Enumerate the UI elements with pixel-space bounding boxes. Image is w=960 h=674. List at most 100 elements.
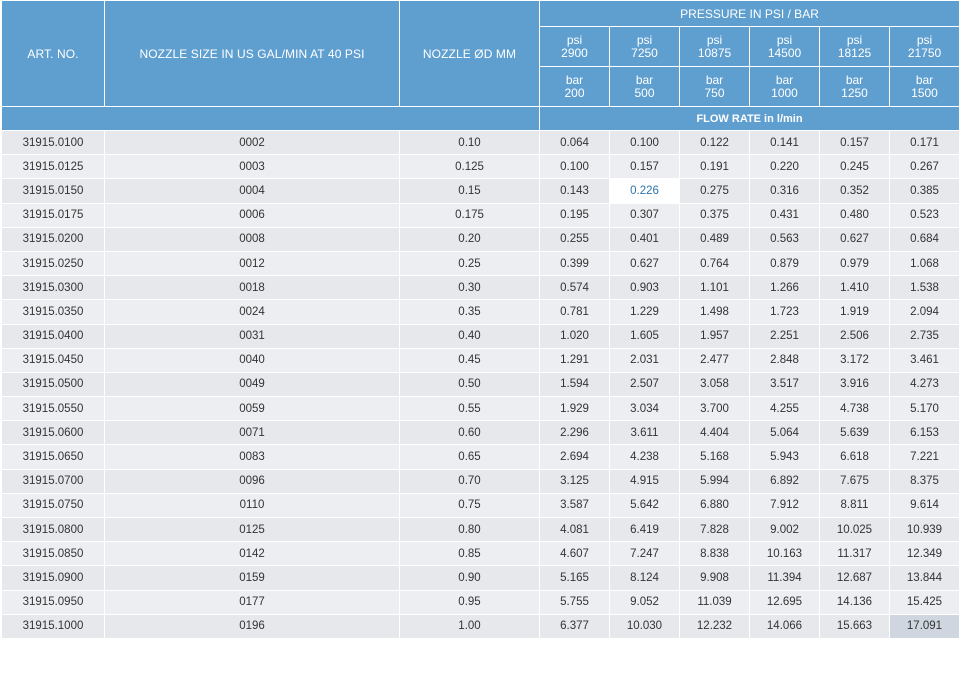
flow-rate-cell: 1.498 [679,299,750,325]
flow-rate-cell: 10.025 [819,516,890,543]
flow-rate-cell: 2.477 [679,347,750,373]
flow-rate-cell: 2.094 [888,299,960,325]
flow-rate-cell: 8.124 [609,565,680,591]
flow-rate-cell: 5.064 [749,420,820,446]
nozzle-diameter-cell: 0.85 [399,541,540,567]
nozzle-diameter-cell: 0.30 [399,275,540,301]
art-no-cell: 31915.0350 [1,299,105,325]
flow-rate-cell: 0.307 [609,202,680,228]
flow-rate-cell: 11.039 [679,589,750,615]
nozzle-size-cell: 0083 [104,444,400,470]
header-psi-cell: psi 14500 [749,26,820,67]
flow-rate-cell: 0.399 [539,250,610,277]
flow-rate-cell: 12.349 [888,541,960,567]
flow-rate-cell: 1.020 [539,323,610,349]
flow-rate-cell: 2.251 [749,323,820,349]
flow-rate-cell: 15.425 [888,589,960,615]
bar-unit-label: bar [775,72,794,87]
nozzle-diameter-cell: 0.15 [399,178,540,204]
art-no-cell: 31915.0650 [1,444,105,470]
nozzle-size-cell: 0040 [104,347,400,373]
flow-rate-cell: 0.385 [888,178,960,204]
art-no-cell: 31915.0150 [1,178,105,204]
nozzle-size-cell: 0125 [104,516,400,543]
header-flow-rate-title: FLOW RATE in l/min [538,106,960,131]
bar-header-row: bar 200 bar 500 bar 750 bar 1000 bar 1250 bar 1500 [2,66,960,107]
flow-rate-cell: 4.255 [749,396,820,422]
flow-rate-cell: 1.594 [539,371,610,398]
flow-rate-cell: 17.091 [888,613,960,639]
flow-rate-cell: 1.101 [679,275,750,301]
flow-rate-cell: 2.694 [539,444,610,470]
table-row: 31915.0600 0071 0.60 2.296 3.611 4.404 5.064 5.… [1,420,960,446]
flow-rate-cell: 0.879 [749,250,820,277]
psi-value-label: 7250 [631,45,658,60]
nozzle-diameter-cell: 0.10 [399,129,540,156]
flow-rate-cell: 2.848 [749,347,820,373]
flow-rate-cell: 0.191 [679,154,750,180]
nozzle-diameter-cell: 0.175 [399,202,540,228]
bar-value-label: 200 [564,85,585,100]
flow-rate-cell: 14.066 [749,613,820,639]
art-no-cell: 31915.0500 [1,371,105,398]
flow-rate-cell: 3.517 [749,371,820,398]
nozzle-size-cell: 0071 [104,420,400,446]
psi-unit-label: psi [916,32,933,47]
art-no-cell: 31915.0850 [1,541,105,567]
bar-unit-label: bar [845,72,864,87]
nozzle-diameter-cell: 0.80 [399,516,540,543]
flow-rate-cell: 0.100 [539,154,610,180]
nozzle-size-cell: 0177 [104,589,400,615]
table-row: 31915.1000 0196 1.00 6.377 10.030 12.232 14.06… [1,613,960,639]
art-no-cell: 31915.0400 [1,323,105,349]
art-no-cell: 31915.0550 [1,396,105,422]
flow-rate-cell: 0.431 [749,202,820,228]
flow-rate-cell: 6.892 [749,468,820,494]
psi-unit-label: psi [636,32,653,47]
flow-rate-cell: 2.506 [819,323,890,349]
flow-rate-cell: 3.916 [819,371,890,398]
flow-rate-cell: 3.700 [679,396,750,422]
flow-rate-cell: 1.957 [679,323,750,349]
nozzle-diameter-cell: 0.50 [399,371,540,398]
art-no-cell: 31915.0300 [1,275,105,301]
nozzle-diameter-cell: 0.25 [399,250,540,277]
flow-rate-cell: 9.614 [888,492,960,519]
flow-rate-cell: 0.275 [679,178,750,204]
bar-value-label: 1000 [771,85,798,100]
nozzle-diameter-cell: 0.125 [399,154,540,180]
psi-value-label: 14500 [767,45,802,60]
flow-rate-cell: 12.687 [819,565,890,591]
header-psi-cell: psi 2900 [539,26,610,67]
flow-rate-cell: 9.002 [749,516,820,543]
art-no-cell: 31915.0750 [1,492,105,519]
table-row: 31915.0850 0142 0.85 4.607 7.247 8.838 10.163 1… [1,541,960,567]
flow-rate-cell: 3.461 [888,347,960,373]
flow-rate-cell: 1.605 [609,323,680,349]
flow-rate-cell: 4.238 [609,444,680,470]
flow-rate-cell: 4.273 [888,371,960,398]
art-no-cell: 31915.0600 [1,420,105,446]
flow-rate-cell: 0.375 [679,202,750,228]
flow-rate-cell: 0.122 [679,129,750,156]
art-no-cell: 31915.0175 [1,202,105,228]
bar-unit-label: bar [705,72,724,87]
psi-header-row: psi 2900 psi 7250 psi 10875 psi 14500 psi 18125 ps… [2,26,960,67]
flow-rate-cell: 7.247 [609,541,680,567]
header-psi-cell: psi 10875 [679,26,750,67]
header-pressure-title: PRESSURE IN PSI / BAR [538,0,960,27]
nozzle-size-cell: 0004 [104,178,400,204]
nozzle-diameter-cell: 1.00 [399,613,540,639]
flow-rate-cell: 0.480 [819,202,890,228]
psi-unit-label: psi [706,32,723,47]
flow-rate-cell: 8.811 [819,492,890,519]
flow-rate-cell: 1.410 [819,275,890,301]
flow-rate-cell: 0.100 [609,129,680,156]
table-header: ART. NO. NOZZLE SIZE IN US GAL/MIN AT 40… [1,0,960,131]
nozzle-diameter-cell: 0.70 [399,468,540,494]
flow-rate-cell: 12.232 [679,613,750,639]
nozzle-diameter-cell: 0.65 [399,444,540,470]
table-row: 31915.0650 0083 0.65 2.694 4.238 5.168 5.943 6.… [1,444,960,470]
table-row: 31915.0700 0096 0.70 3.125 4.915 5.994 6.892 7.… [1,468,960,494]
flow-rate-cell: 7.828 [679,516,750,543]
